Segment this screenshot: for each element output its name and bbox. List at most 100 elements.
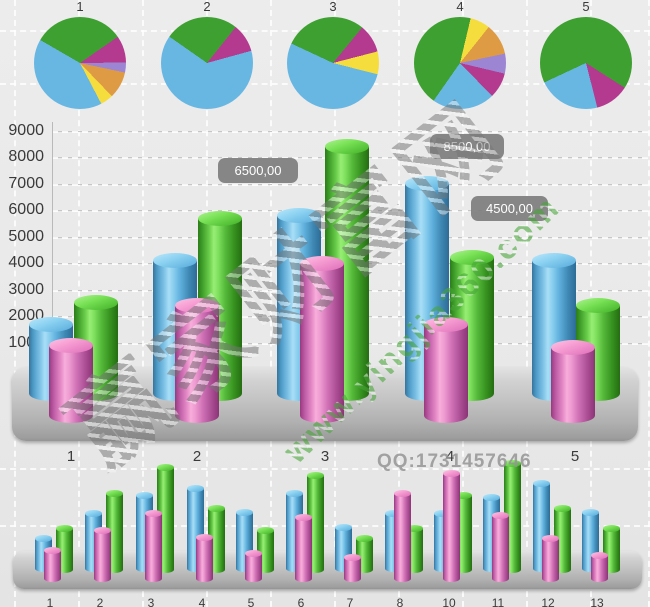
- green-series-small-cylinder-cap: [256, 526, 274, 534]
- pink-series-small-cylinder-body: [442, 473, 460, 582]
- blue-series-small-cylinder-cap: [581, 508, 599, 516]
- y-axis-tick-label: 4000: [8, 254, 44, 272]
- blue-series-small-cylinder-cap: [34, 534, 52, 542]
- small-category-label: 12: [541, 596, 555, 607]
- grid-vline: [648, 0, 650, 607]
- pink-series-cylinder-body: [49, 345, 93, 423]
- pink-series-small-cylinder-cap: [144, 509, 162, 517]
- value-callout: 8500,00: [430, 134, 504, 159]
- pink-series-cylinder-body: [551, 347, 595, 423]
- blue-series-small-cylinder-cap: [135, 491, 153, 499]
- green-series-cylinder-cap: [74, 295, 118, 311]
- pink-series-small-cylinder-cap: [442, 469, 460, 477]
- pink-series-small-cylinder-body: [294, 517, 312, 582]
- pink-series-small-cylinder-cap: [541, 534, 559, 542]
- y-axis-line: [52, 122, 53, 368]
- grid-hline: [0, 468, 650, 470]
- green-series-small-cylinder-cap: [55, 524, 73, 532]
- pink-series-small-cylinder-cap: [393, 489, 411, 497]
- pink-series-small-cylinder-body: [244, 553, 262, 582]
- green-series-small-cylinder-cap: [207, 504, 225, 512]
- y-axis-tick-label: 9000: [8, 121, 44, 139]
- y-axis-tick-label: 6000: [8, 201, 44, 219]
- green-series-small-cylinder-cap: [306, 471, 324, 479]
- y-axis-tick-label: 7000: [8, 174, 44, 192]
- small-category-label: 8: [396, 596, 404, 607]
- small-category-label: 1: [46, 596, 54, 607]
- value-callout: 4500,00: [471, 196, 548, 221]
- pink-series-cylinder-cap: [175, 298, 219, 314]
- pink-series-small-cylinder-body: [393, 493, 411, 582]
- blue-series-small-cylinder-cap: [334, 523, 352, 531]
- blue-series-cylinder-cap: [405, 176, 449, 192]
- main-category-label: 2: [192, 448, 202, 465]
- pink-series-cylinder-cap: [49, 337, 93, 353]
- green-series-small-cylinder-cap: [156, 463, 174, 471]
- small-category-label: 7: [346, 596, 354, 607]
- green-series-small-cylinder-cap: [355, 534, 373, 542]
- green-series-small-cylinder-cap: [503, 459, 521, 467]
- main-category-label: 5: [570, 448, 580, 465]
- pie-label: 1: [76, 0, 84, 14]
- green-series-small-cylinder-cap: [105, 489, 123, 497]
- small-category-label: 13: [590, 596, 604, 607]
- green-series-cylinder-cap: [576, 298, 620, 314]
- pie-label: 4: [456, 0, 464, 14]
- pink-series-small-cylinder-cap: [93, 526, 111, 534]
- pink-series-small-cylinder-cap: [294, 513, 312, 521]
- blue-series-small-cylinder-cap: [482, 493, 500, 501]
- green-series-cylinder-cap: [198, 210, 242, 226]
- grid-vline: [526, 0, 528, 607]
- pie-label: 2: [203, 0, 211, 14]
- y-axis-tick-label: 3000: [8, 280, 44, 298]
- pink-series-small-cylinder-body: [195, 537, 213, 582]
- green-series-small-cylinder-cap: [602, 524, 620, 532]
- pie-chart-2: [161, 17, 253, 109]
- pink-series-small-cylinder-body: [93, 530, 111, 582]
- pie-chart-3: [287, 17, 379, 109]
- blue-series-small-cylinder-cap: [433, 509, 451, 517]
- pie-chart-5: [540, 17, 632, 109]
- blue-series-cylinder-cap: [153, 253, 197, 269]
- value-callout: 6500,00: [218, 158, 298, 183]
- pink-series-small-cylinder-cap: [195, 533, 213, 541]
- pink-series-small-cylinder-body: [590, 555, 608, 582]
- y-axis-tick-label: 5000: [8, 227, 44, 245]
- pink-series-small-cylinder-body: [541, 538, 559, 582]
- grid-hline: [0, 525, 650, 527]
- main-gridline-dash: [52, 130, 648, 133]
- pink-series-small-cylinder-cap: [343, 553, 361, 561]
- pink-series-small-cylinder-cap: [244, 549, 262, 557]
- pink-series-small-cylinder-cap: [491, 511, 509, 519]
- main-category-label: 4: [445, 448, 455, 465]
- small-category-label: 4: [198, 596, 206, 607]
- pie-chart-1: [34, 17, 126, 109]
- small-category-label: 11: [491, 596, 505, 607]
- pink-series-cylinder-cap: [551, 340, 595, 356]
- pink-series-cylinder-body: [424, 324, 468, 423]
- blue-series-cylinder-cap: [277, 208, 321, 224]
- green-series-cylinder-cap: [450, 250, 494, 266]
- small-category-label: 5: [247, 596, 255, 607]
- green-series-small-cylinder-cap: [454, 491, 472, 499]
- small-category-label: 10: [442, 596, 456, 607]
- pink-series-small-cylinder-body: [144, 513, 162, 582]
- blue-series-small-cylinder-cap: [235, 508, 253, 516]
- pink-series-cylinder-cap: [300, 255, 344, 271]
- pink-series-cylinder-body: [175, 305, 219, 423]
- pink-series-small-cylinder-body: [343, 557, 361, 582]
- pink-series-small-cylinder-cap: [43, 546, 61, 554]
- pie-chart-4: [414, 17, 506, 109]
- pink-series-small-cylinder-cap: [590, 551, 608, 559]
- small-category-label: 3: [147, 596, 155, 607]
- pie-label: 3: [329, 0, 337, 14]
- y-axis-tick-label: 8000: [8, 148, 44, 166]
- small-category-label: 6: [297, 596, 305, 607]
- main-category-label: 3: [320, 448, 330, 465]
- pink-series-cylinder-body: [300, 263, 344, 423]
- green-series-small-cylinder-cap: [553, 504, 571, 512]
- grid-vline: [398, 0, 400, 607]
